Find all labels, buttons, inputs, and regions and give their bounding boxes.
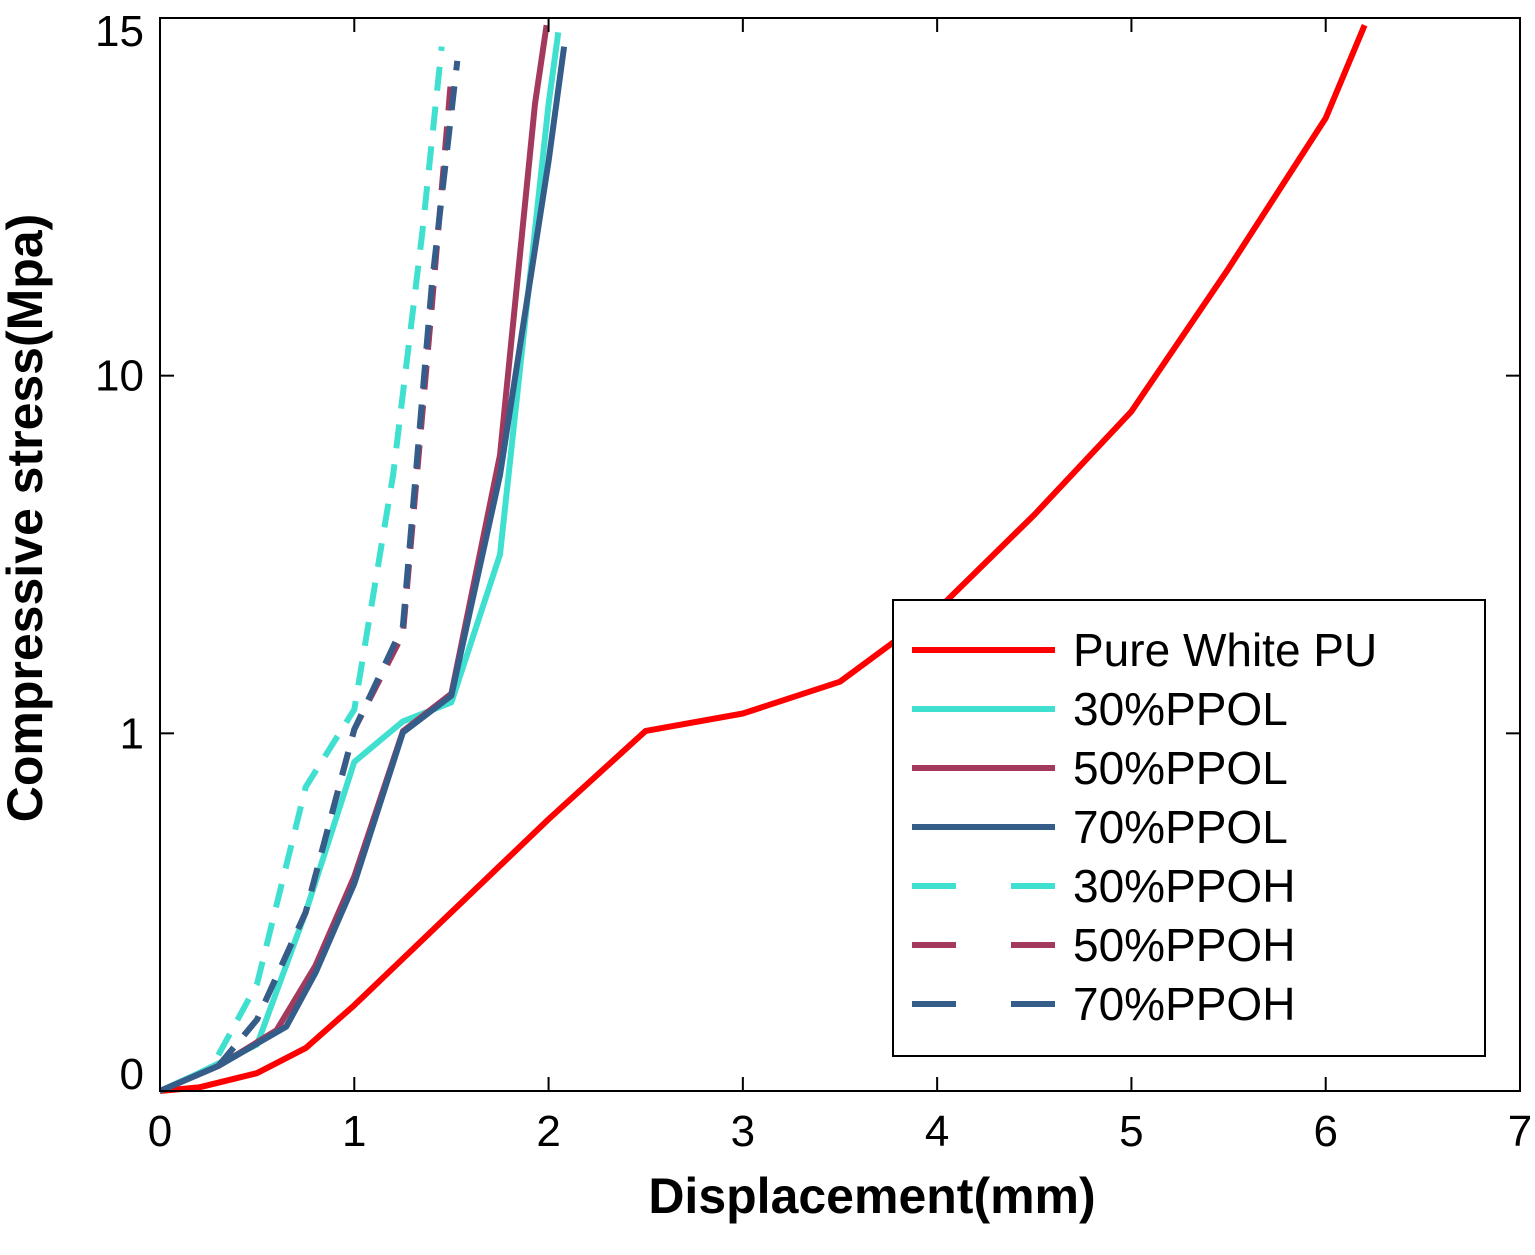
legend-entries: Pure White PU 30%PPOL 50%PPOL 70%PPOL 30%PPO… xyxy=(912,624,1377,1030)
tick-labels-layer: 0 1 2 3 4 5 6 7 0 1 10 15 xyxy=(95,7,1532,1156)
y-tick-label: 10 xyxy=(95,352,144,401)
legend-label: 30%PPOH xyxy=(1073,860,1295,912)
ticks-layer xyxy=(159,17,1521,1092)
legend-item: 30%PPOH xyxy=(912,860,1295,912)
x-axis-title: Displacement(mm) xyxy=(648,1168,1095,1224)
y-tick-label: 1 xyxy=(120,709,144,758)
x-tick-label: 1 xyxy=(342,1107,366,1156)
legend-item: 50%PPOH xyxy=(912,919,1295,971)
x-tick-label: 7 xyxy=(1508,1107,1532,1156)
legend-label: 50%PPOL xyxy=(1073,742,1288,794)
legend-item: 50%PPOL xyxy=(912,742,1288,794)
x-tick-label: 5 xyxy=(1119,1107,1143,1156)
legend-item: 70%PPOH xyxy=(912,978,1295,1030)
legend-item: Pure White PU xyxy=(912,624,1377,676)
legend-label: 30%PPOL xyxy=(1073,683,1288,735)
x-tick-label: 0 xyxy=(148,1107,172,1156)
y-axis-title: Compressive stress(Mpa) xyxy=(0,214,53,823)
legend: Pure White PU 30%PPOL 50%PPOL 70%PPOL 30%PPO… xyxy=(892,599,1486,1057)
y-tick-label: 0 xyxy=(120,1050,144,1099)
series-line-5 xyxy=(215,46,445,1057)
x-tick-label: 4 xyxy=(925,1107,949,1156)
legend-label: Pure White PU xyxy=(1073,624,1377,676)
legend-label: 70%PPOL xyxy=(1073,801,1288,853)
legend-label: 50%PPOH xyxy=(1073,919,1295,971)
legend-label: 70%PPOH xyxy=(1073,978,1295,1030)
legend-item: 70%PPOL xyxy=(912,801,1288,853)
series-line-4 xyxy=(158,46,568,1094)
series-line-7 xyxy=(215,60,461,1068)
x-tick-label: 2 xyxy=(536,1107,560,1156)
x-tick-label: 3 xyxy=(731,1107,755,1156)
y-tick-label: 15 xyxy=(95,7,144,56)
plot-frame xyxy=(159,17,1521,1092)
legend-item: 30%PPOL xyxy=(912,683,1288,735)
x-tick-label: 6 xyxy=(1313,1107,1337,1156)
series-layer xyxy=(158,24,1368,1094)
series-line-1 xyxy=(159,24,1368,1094)
